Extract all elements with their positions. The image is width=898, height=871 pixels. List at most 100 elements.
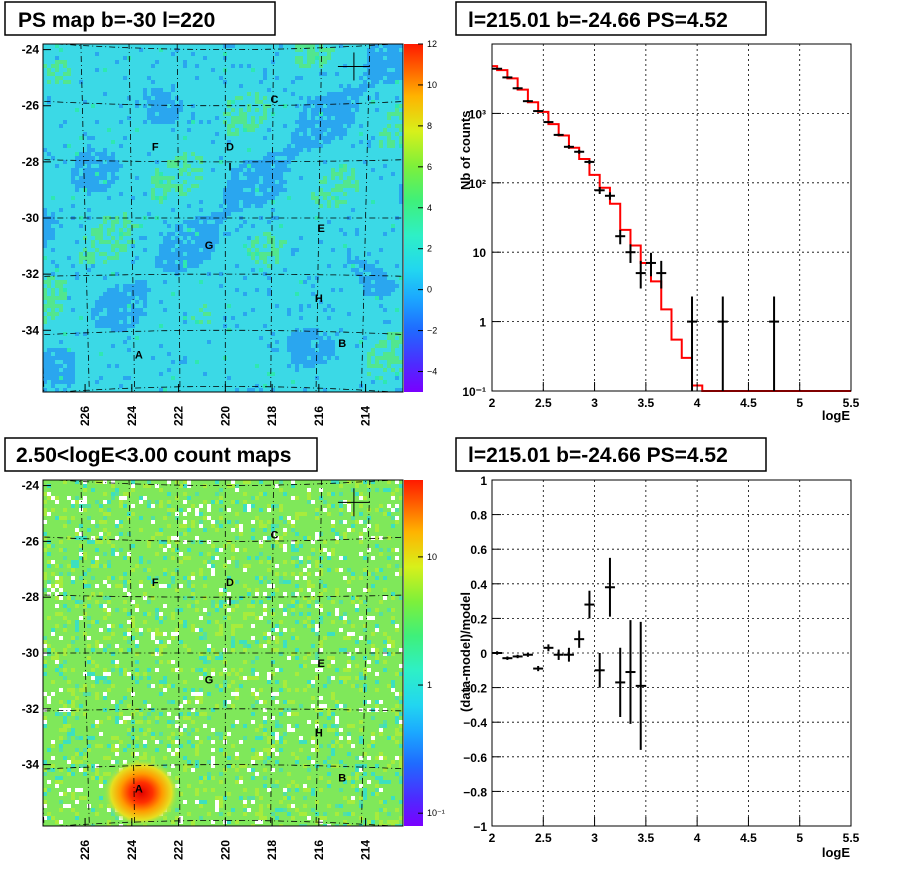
- map-cell: [191, 316, 195, 320]
- map-cell: [391, 736, 395, 740]
- map-cell: [59, 588, 63, 592]
- map-cell: [51, 236, 55, 240]
- source-label: B: [338, 338, 346, 350]
- map-cell: [399, 112, 403, 116]
- map-cell: [283, 168, 287, 172]
- map-cell: [167, 584, 171, 588]
- map-cell: [171, 100, 175, 104]
- map-cell: [243, 124, 247, 128]
- map-cell: [115, 664, 119, 668]
- map-cell: [395, 504, 399, 508]
- map-cell: [159, 96, 163, 100]
- map-cell: [339, 184, 343, 188]
- map-cell: [379, 304, 383, 308]
- map-cell: [175, 628, 179, 632]
- map-cell: [99, 776, 103, 780]
- map-cell: [367, 668, 371, 672]
- map-cell: [347, 108, 351, 112]
- map-cell: [339, 484, 343, 488]
- map-cell: [391, 644, 395, 648]
- map-cell: [263, 632, 267, 636]
- map-cell: [91, 184, 95, 188]
- map-cell: [395, 672, 399, 676]
- map-cell: [291, 796, 295, 800]
- map-cell: [295, 44, 299, 48]
- map-cell: [399, 648, 403, 652]
- map-cell: [291, 132, 295, 136]
- map-cell: [339, 568, 343, 572]
- map-cell: [315, 812, 319, 816]
- map-cell: [127, 376, 131, 380]
- map-cell: [219, 272, 223, 276]
- map-cell: [327, 764, 331, 768]
- map-cell: [155, 116, 159, 120]
- map-cell: [171, 576, 175, 580]
- map-cell: [179, 732, 183, 736]
- map-cell: [319, 344, 323, 348]
- map-cell: [311, 352, 315, 356]
- map-cell: [315, 112, 319, 116]
- map-cell: [91, 648, 95, 652]
- map-cell: [107, 628, 111, 632]
- map-cell: [267, 740, 271, 744]
- map-cell: [251, 256, 255, 260]
- map-cell: [95, 160, 99, 164]
- map-cell: [283, 104, 287, 108]
- map-cell: [99, 152, 103, 156]
- map-cell: [139, 560, 143, 564]
- x-tick-label: 4: [694, 396, 701, 410]
- map-cell: [347, 568, 351, 572]
- map-cell: [331, 248, 335, 252]
- map-cell: [267, 232, 271, 236]
- map-cell: [195, 764, 199, 768]
- map-cell: [267, 632, 271, 636]
- map-cell: [199, 688, 203, 692]
- map-cell: [147, 540, 151, 544]
- map-cell: [351, 172, 355, 176]
- map-cell: [87, 268, 91, 272]
- map-cell: [251, 636, 255, 640]
- map-cell: [135, 104, 139, 108]
- map-cell: [67, 376, 71, 380]
- grid-parallel: [43, 329, 403, 336]
- map-cell: [155, 576, 159, 580]
- map-cell: [267, 748, 271, 752]
- map-cell: [51, 304, 55, 308]
- map-cell: [279, 504, 283, 508]
- map-cell: [375, 652, 379, 656]
- map-cell: [111, 244, 115, 248]
- map-cell: [171, 128, 175, 132]
- map-cell: [343, 648, 347, 652]
- map-cell: [155, 716, 159, 720]
- map-cell: [335, 188, 339, 192]
- map-cell: [99, 536, 103, 540]
- map-cell: [171, 116, 175, 120]
- map-cell: [383, 648, 387, 652]
- map-cell: [327, 92, 331, 96]
- map-cell: [211, 544, 215, 548]
- map-cell: [343, 120, 347, 124]
- map-cell: [119, 192, 123, 196]
- map-cell: [343, 104, 347, 108]
- map-cell: [311, 128, 315, 132]
- map-cell: [83, 612, 87, 616]
- map-cell: [299, 136, 303, 140]
- map-cell: [319, 112, 323, 116]
- map-cell: [175, 156, 179, 160]
- map-cell: [231, 116, 235, 120]
- map-cell: [387, 556, 391, 560]
- map-cell: [255, 200, 259, 204]
- residual-x-label: logE: [822, 845, 850, 860]
- map-cell: [183, 356, 187, 360]
- map-cell: [331, 348, 335, 352]
- map-cell: [315, 604, 319, 608]
- map-cell: [95, 664, 99, 668]
- map-cell: [183, 168, 187, 172]
- map-cell: [271, 208, 275, 212]
- x-tick-label: 3.5: [638, 831, 655, 845]
- map-cell: [351, 168, 355, 172]
- map-cell: [59, 728, 63, 732]
